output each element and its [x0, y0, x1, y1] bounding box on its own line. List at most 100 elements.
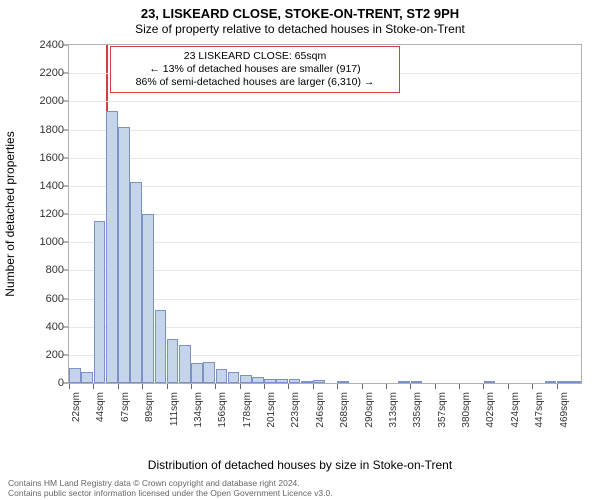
x-tick-mark	[508, 384, 509, 389]
histogram-bar	[142, 214, 154, 383]
histogram-bar	[484, 381, 496, 383]
histogram-bar	[203, 362, 215, 383]
x-tick-label: 357sqm	[437, 392, 448, 442]
annotation-line3: 86% of semi-detached houses are larger (…	[117, 76, 393, 89]
x-tick-mark	[240, 384, 241, 389]
histogram-bar	[191, 363, 203, 383]
y-tick-mark	[63, 45, 68, 46]
y-tick-label: 0	[24, 377, 64, 389]
y-tick-mark	[63, 129, 68, 130]
gridline	[69, 130, 581, 131]
x-tick-label: 201sqm	[266, 392, 277, 442]
y-tick-mark	[63, 185, 68, 186]
x-tick-label: 67sqm	[120, 392, 131, 442]
y-tick-mark	[63, 354, 68, 355]
x-tick-label: 313sqm	[388, 392, 399, 442]
x-tick-mark	[191, 384, 192, 389]
x-tick-label: 44sqm	[95, 392, 106, 442]
x-tick-label: 89sqm	[144, 392, 155, 442]
y-tick-mark	[63, 298, 68, 299]
x-tick-label: 380sqm	[461, 392, 472, 442]
x-axis-label: Distribution of detached houses by size …	[0, 458, 600, 472]
y-tick-label: 2200	[24, 67, 64, 79]
histogram-bar	[313, 380, 325, 383]
y-tick-label: 200	[24, 349, 64, 361]
y-tick-mark	[63, 270, 68, 271]
histogram-bar	[228, 372, 240, 383]
page-title: 23, LISKEARD CLOSE, STOKE-ON-TRENT, ST2 …	[0, 6, 600, 21]
y-tick-mark	[63, 242, 68, 243]
x-tick-mark	[557, 384, 558, 389]
y-tick-label: 400	[24, 321, 64, 333]
histogram-bar	[69, 368, 81, 383]
x-tick-mark	[386, 384, 387, 389]
histogram-bar	[301, 381, 313, 383]
histogram-bar	[411, 381, 423, 383]
histogram-bar	[398, 381, 410, 383]
histogram-bar	[216, 369, 228, 383]
y-tick-mark	[63, 73, 68, 74]
x-tick-label: 290sqm	[364, 392, 375, 442]
x-tick-label: 402sqm	[485, 392, 496, 442]
x-tick-label: 22sqm	[71, 392, 82, 442]
histogram-bar	[167, 339, 179, 383]
x-tick-label: 268sqm	[339, 392, 350, 442]
y-tick-mark	[63, 326, 68, 327]
histogram-bar	[130, 182, 142, 383]
x-tick-label: 134sqm	[193, 392, 204, 442]
x-tick-mark	[410, 384, 411, 389]
histogram-bar	[569, 381, 581, 383]
x-tick-mark	[167, 384, 168, 389]
x-tick-label: 469sqm	[559, 392, 570, 442]
x-tick-mark	[69, 384, 70, 389]
x-tick-mark	[142, 384, 143, 389]
histogram-bar	[557, 381, 569, 383]
x-tick-mark	[435, 384, 436, 389]
annotation-line1: 23 LISKEARD CLOSE: 65sqm	[117, 50, 393, 63]
y-tick-mark	[63, 101, 68, 102]
x-tick-label: 246sqm	[315, 392, 326, 442]
x-tick-label: 111sqm	[169, 392, 180, 442]
histogram-bar	[264, 379, 276, 383]
y-tick-label: 2000	[24, 95, 64, 107]
footer-line1: Contains HM Land Registry data © Crown c…	[8, 478, 300, 488]
histogram-bar	[94, 221, 106, 383]
x-tick-mark	[118, 384, 119, 389]
x-tick-mark	[313, 384, 314, 389]
annotation-line2: ← 13% of detached houses are smaller (91…	[117, 63, 393, 76]
histogram-bar	[155, 310, 167, 383]
y-tick-label: 800	[24, 264, 64, 276]
histogram-bar	[179, 345, 191, 383]
x-tick-mark	[93, 384, 94, 389]
y-tick-label: 1600	[24, 152, 64, 164]
y-tick-mark	[63, 157, 68, 158]
y-tick-label: 2400	[24, 39, 64, 51]
x-tick-mark	[288, 384, 289, 389]
x-tick-label: 178sqm	[242, 392, 253, 442]
gridline	[69, 158, 581, 159]
histogram-bar	[276, 379, 288, 383]
y-tick-label: 1000	[24, 236, 64, 248]
histogram-bar	[240, 375, 252, 383]
x-tick-mark	[459, 384, 460, 389]
histogram-bar	[81, 372, 93, 383]
histogram-bar	[252, 377, 264, 383]
y-tick-label: 1200	[24, 208, 64, 220]
page-subtitle: Size of property relative to detached ho…	[0, 22, 600, 36]
histogram-bar	[289, 379, 301, 383]
x-tick-mark	[215, 384, 216, 389]
histogram-bar	[337, 381, 349, 383]
histogram-bar	[118, 127, 130, 383]
x-tick-mark	[337, 384, 338, 389]
histogram-bar	[106, 111, 118, 383]
plot-area	[68, 44, 582, 384]
y-tick-label: 1800	[24, 124, 64, 136]
chart-container: 23, LISKEARD CLOSE, STOKE-ON-TRENT, ST2 …	[0, 0, 600, 500]
gridline	[69, 186, 581, 187]
y-tick-label: 1400	[24, 180, 64, 192]
x-tick-label: 447sqm	[534, 392, 545, 442]
y-tick-label: 600	[24, 293, 64, 305]
y-axis-label: Number of detached properties	[3, 131, 17, 296]
x-tick-label: 424sqm	[510, 392, 521, 442]
footer-line2: Contains public sector information licen…	[8, 488, 333, 498]
